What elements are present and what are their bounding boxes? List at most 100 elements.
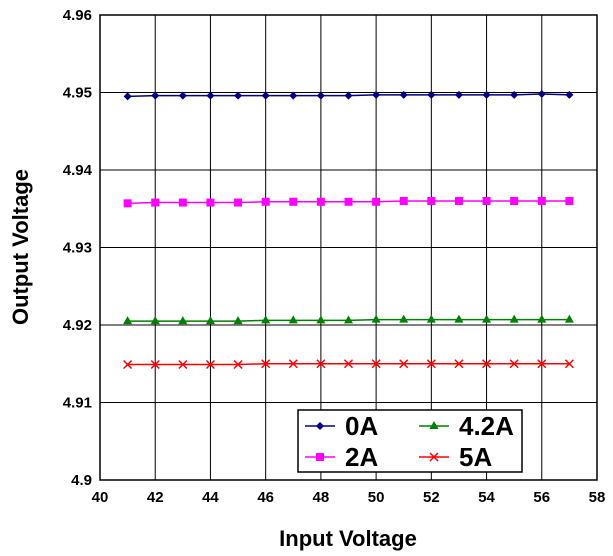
data-point	[399, 359, 409, 369]
y-tick-label: 4.92	[63, 317, 92, 334]
y-tick-label: 4.95	[63, 85, 92, 102]
data-point	[399, 90, 408, 99]
x-tick-label: 56	[533, 489, 550, 506]
data-point	[178, 316, 188, 325]
legend-marker	[316, 453, 324, 461]
y-tick-label: 4.91	[63, 395, 92, 412]
data-point	[454, 314, 464, 323]
data-point	[371, 314, 381, 323]
y-axis-title: Output Voltage	[8, 169, 33, 325]
x-tick-label: 50	[368, 489, 385, 506]
y-tick-label: 4.94	[63, 162, 93, 179]
data-point	[427, 197, 436, 205]
plot-border	[99, 14, 598, 481]
legend-label: 0A	[345, 411, 378, 441]
data-point	[289, 197, 298, 206]
data-point	[371, 359, 381, 369]
data-point	[372, 90, 381, 99]
data-point	[205, 359, 215, 370]
data-point	[151, 91, 160, 100]
legend-label: 4.2A	[459, 411, 514, 441]
data-point	[537, 90, 546, 99]
data-point	[316, 197, 325, 206]
data-point	[482, 90, 491, 99]
data-point	[426, 314, 436, 323]
data-point	[178, 91, 187, 100]
data-point	[344, 197, 353, 206]
data-point	[343, 359, 354, 369]
data-point	[537, 314, 547, 323]
data-point	[426, 359, 436, 369]
data-point	[344, 315, 353, 324]
data-point	[289, 91, 298, 100]
data-point	[510, 90, 519, 99]
data-point	[565, 90, 574, 99]
data-point	[316, 359, 326, 369]
legend-label: 2A	[345, 442, 378, 472]
data-point	[150, 359, 160, 370]
x-tick-label: 46	[257, 489, 274, 506]
data-point	[123, 92, 132, 101]
data-point	[454, 90, 463, 99]
data-point	[344, 91, 353, 100]
data-point	[261, 91, 270, 100]
data-point	[399, 197, 408, 205]
data-point	[316, 315, 326, 324]
data-point	[482, 314, 492, 323]
data-point	[234, 198, 243, 207]
legend-item-0A: 0A	[305, 411, 378, 441]
data-point	[510, 197, 519, 205]
series-0A	[123, 90, 574, 101]
data-point	[482, 359, 492, 369]
x-axis-title: Input Voltage	[279, 526, 417, 551]
x-tick-label: 42	[147, 489, 164, 506]
legend-item-5A: 5A	[419, 442, 492, 472]
x-tick-label: 58	[589, 489, 606, 506]
data-point	[234, 91, 243, 100]
data-point	[564, 359, 574, 369]
series-2A	[123, 197, 574, 208]
y-tick-label: 4.9	[71, 472, 92, 489]
data-point	[261, 197, 270, 206]
legend: 0A 4.2A 2A 5A	[297, 409, 523, 473]
legend-box	[297, 409, 523, 473]
data-point	[565, 197, 574, 205]
legend-label: 5A	[459, 442, 492, 472]
data-point	[150, 316, 160, 325]
data-point	[427, 90, 436, 99]
data-point	[288, 315, 298, 324]
data-point	[564, 314, 574, 323]
x-tick-label: 54	[478, 489, 495, 506]
data-point	[205, 316, 215, 325]
data-point	[178, 198, 187, 207]
data-point	[233, 359, 243, 370]
data-point	[316, 91, 325, 100]
legend-marker	[429, 452, 439, 462]
data-point	[537, 197, 546, 205]
data-point	[537, 359, 547, 369]
data-point	[454, 197, 463, 205]
x-tick-label: 44	[202, 489, 219, 506]
x-tick-label: 52	[423, 489, 440, 506]
data-point	[233, 316, 243, 325]
y-tick-label: 4.93	[63, 240, 92, 257]
data-point	[123, 199, 132, 208]
data-point	[454, 359, 464, 369]
data-point	[261, 359, 271, 369]
series-5A	[123, 359, 574, 370]
data-point	[206, 91, 215, 100]
data-point	[151, 198, 160, 207]
data-point	[509, 359, 519, 369]
data-point	[399, 314, 409, 323]
legend-item-2A: 2A	[305, 442, 378, 472]
y-tick-labels: 4.9 4.91 4.92 4.93 4.94 4.95 4.96	[63, 7, 93, 489]
data-point	[288, 359, 298, 369]
series-4.2A	[123, 314, 574, 325]
data-point	[509, 314, 519, 323]
x-tick-labels: 40 42 44 46 48 50 52 54 56 58	[92, 489, 606, 506]
legend-marker	[429, 421, 439, 429]
legend-item-4.2A: 4.2A	[419, 411, 514, 441]
data-point	[482, 197, 491, 205]
x-tick-label: 48	[313, 489, 330, 506]
